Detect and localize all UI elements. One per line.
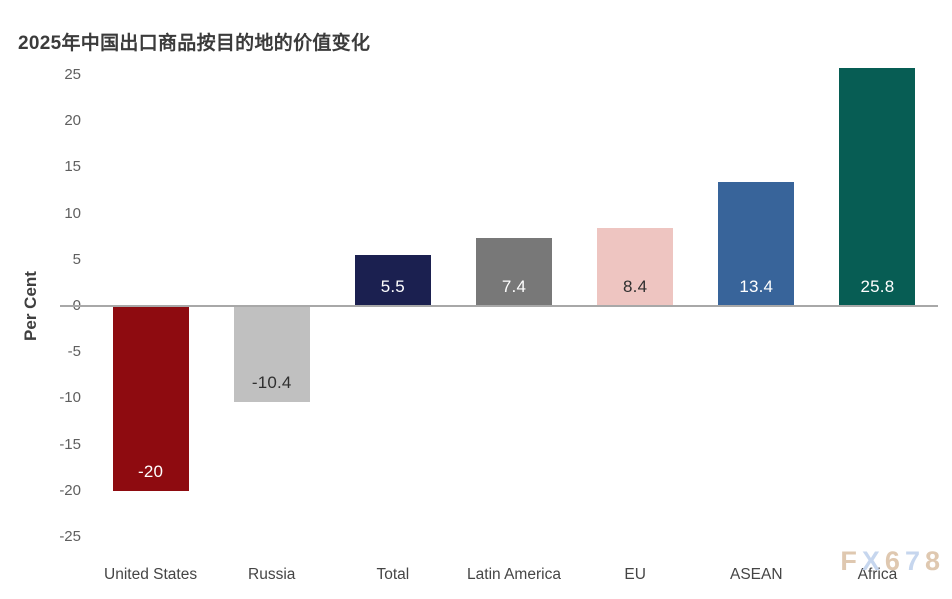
bar-value-label: 5.5 xyxy=(380,276,405,296)
chart-title: 2025年中国出口商品按目的地的价值变化 xyxy=(18,33,371,54)
x-category-label: Latin America xyxy=(467,566,561,583)
watermark-letter: F xyxy=(840,546,862,576)
y-tick-label: -5 xyxy=(67,343,81,361)
y-tick-label: 10 xyxy=(64,204,81,222)
watermark-letter: 8 xyxy=(924,546,945,576)
bar-value-label: 25.8 xyxy=(860,276,895,296)
y-tick-label: -20 xyxy=(59,481,81,499)
y-tick-label: 5 xyxy=(72,250,81,268)
x-category-label: Africa xyxy=(857,566,898,583)
bar-total: 5.5 xyxy=(354,255,431,306)
y-tick-label: 25 xyxy=(64,66,81,83)
x-category-label: Russia xyxy=(248,566,296,583)
y-tick-label: 15 xyxy=(64,158,81,176)
y-tick-label: -10 xyxy=(59,389,81,407)
bar-united-states: -20 xyxy=(112,306,189,491)
watermark-letter: X xyxy=(861,546,885,576)
watermark-fx678: FX678 xyxy=(840,546,945,577)
watermark-letter: 6 xyxy=(884,546,905,576)
bar-value-label: 13.4 xyxy=(739,276,774,296)
x-category-label: United States xyxy=(104,566,198,583)
bar-eu: 8.4 xyxy=(597,228,674,306)
x-category-label: ASEAN xyxy=(730,566,783,583)
bar-value-label: 8.4 xyxy=(623,276,648,296)
bar-asean: 13.4 xyxy=(718,182,795,306)
bar-value-label: -10.4 xyxy=(251,373,292,393)
y-tick-label: -15 xyxy=(59,435,81,453)
x-axis-line xyxy=(60,305,938,307)
bar-value-label: 7.4 xyxy=(501,276,527,296)
watermark-letter: 7 xyxy=(904,546,925,576)
bar-latin-america: 7.4 xyxy=(476,237,552,306)
x-category-label: EU xyxy=(624,566,646,583)
bar-russia: -10.4 xyxy=(233,306,310,403)
y-tick-label: -25 xyxy=(59,528,81,545)
bar-africa: 25.8 xyxy=(839,67,916,306)
x-category-label: Total xyxy=(376,566,410,583)
bar-value-label: -20 xyxy=(137,461,164,481)
y-tick-label: 20 xyxy=(64,112,81,130)
